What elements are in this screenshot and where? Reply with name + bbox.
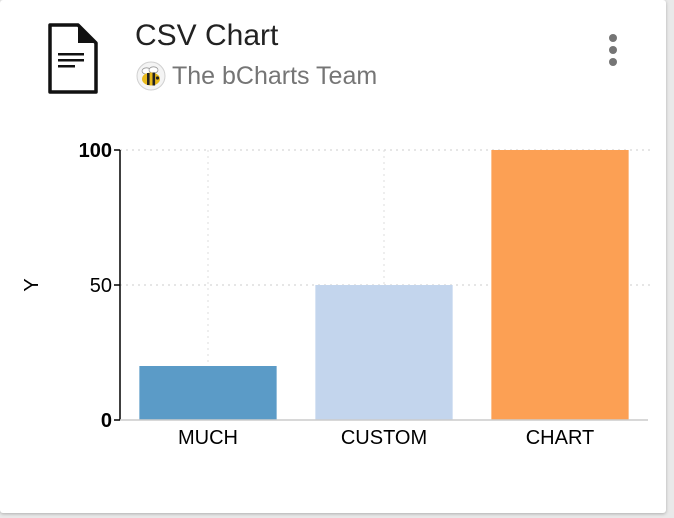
author-name[interactable]: The bCharts Team [172,62,378,90]
more-vert-icon [609,34,617,42]
document-icon [48,23,98,94]
chart-card: CSV Chart The bCharts Team 0 50 100 MUCH CUS… [0,0,666,513]
more-options-button[interactable] [598,30,628,70]
bar-much [139,366,277,420]
x-tick-label: MUCH [178,427,238,449]
author-line: The bCharts Team [136,60,377,92]
card-title[interactable]: CSV Chart [135,19,279,52]
y-tick-label: 0 [101,410,112,432]
x-tick-label: CUSTOM [341,427,427,449]
y-tick-label: 100 [79,140,112,162]
bee-icon [136,61,166,91]
y-tick-label: 50 [90,275,112,297]
bar-chart: 0 50 100 MUCH CUSTOM CHART Y [21,140,652,449]
bar-custom [315,285,453,420]
x-tick-label: CHART [526,427,595,449]
bar-chart [491,150,629,420]
y-axis-title: Y [21,278,43,291]
